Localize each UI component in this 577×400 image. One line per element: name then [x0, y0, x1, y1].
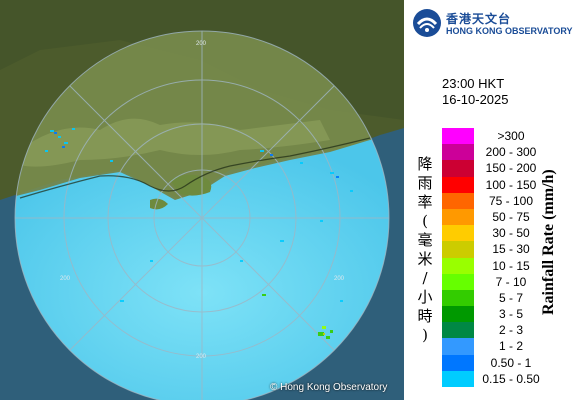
- legend-label: 0.50 - 1: [490, 355, 532, 370]
- range-label: 200: [60, 276, 71, 282]
- legend-swatch: [442, 160, 474, 177]
- rain-echoes: [45, 128, 353, 339]
- copyright: © Hong Kong Observatory: [270, 382, 388, 393]
- info-panel: 香港天文台 HONG KONG OBSERVATORY 23:00 HKT 16…: [404, 0, 577, 400]
- timestamp-date: 16-10-2025: [442, 92, 509, 107]
- legend-label: 150 - 200: [485, 161, 537, 176]
- legend-label: 5 - 7: [498, 290, 523, 305]
- legend-swatch: [442, 273, 474, 290]
- radar-map[interactable]: 200 200 200 200: [0, 0, 404, 400]
- legend-swatch: [442, 176, 474, 193]
- hk-island-group: [170, 174, 212, 196]
- logo[interactable]: 香港天文台 HONG KONG OBSERVATORY: [412, 6, 577, 40]
- legend-label: 7 - 10: [495, 274, 527, 289]
- legend-label: 2 - 3: [498, 323, 523, 338]
- radar-map-svg: 200 200 200 200: [0, 0, 404, 400]
- timestamp-time: 23:00 HKT: [442, 76, 505, 91]
- legend-swatch: [442, 257, 474, 274]
- legend-label: 10 - 15: [492, 258, 530, 273]
- logo-en-text: HONG KONG OBSERVATORY: [446, 26, 573, 36]
- legend-swatch: [442, 322, 474, 339]
- coastline: [19, 137, 371, 199]
- legend-swatch: [442, 128, 474, 145]
- legend-label: 75 - 100: [488, 193, 534, 208]
- legend-label: 1 - 2: [498, 339, 523, 354]
- legend-swatch: [442, 144, 474, 161]
- timestamp: 23:00 HKT 16-10-2025: [442, 76, 509, 108]
- legend-swatch: [442, 192, 474, 209]
- legend-label: 50 - 75: [492, 209, 530, 224]
- range-label: 200: [196, 354, 207, 360]
- legend-swatch: [442, 241, 474, 258]
- logo-cn-text: 香港天文台: [446, 12, 512, 26]
- legend-swatch: [442, 225, 474, 242]
- range-labels: 200 200 200 200: [60, 41, 345, 360]
- legend-swatch: [442, 289, 474, 307]
- legend-label: >300: [497, 129, 525, 143]
- legend-label: 30 - 50: [492, 226, 530, 241]
- legend-label: 200 - 300: [485, 145, 537, 160]
- legend-swatch: [442, 370, 474, 387]
- legend-swatch: [442, 208, 474, 226]
- legend-title-cn: 降雨率(毫米 / 小時): [417, 155, 433, 344]
- hko-logo-icon: [413, 9, 441, 37]
- legend-label: 0.15 - 0.50: [482, 371, 540, 386]
- range-label: 200: [334, 276, 345, 282]
- legend-swatch: [442, 354, 474, 371]
- legend-label: 100 - 150: [485, 177, 537, 192]
- range-label: 200: [196, 41, 207, 47]
- legend-label: 15 - 30: [492, 242, 530, 257]
- lantau-island: [150, 198, 168, 210]
- range-rings: [14, 30, 390, 400]
- delta-plain: [20, 118, 330, 167]
- legend-label: 3 - 5: [498, 307, 523, 322]
- legend-swatch: [442, 338, 474, 355]
- legend-swatch: [442, 306, 474, 323]
